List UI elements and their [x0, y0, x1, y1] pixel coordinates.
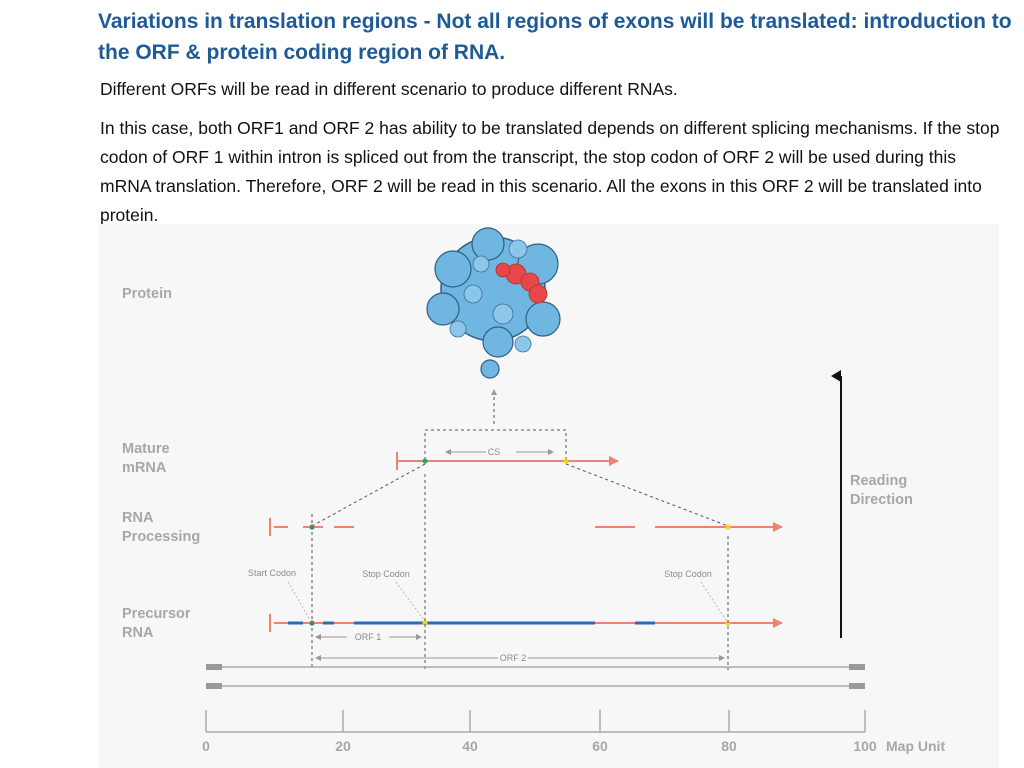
- genome-bars: [206, 664, 865, 689]
- axis-tick-100: 100: [853, 738, 877, 754]
- orf-diagram: Protein Mature mRNA RNA Processing Precu…: [98, 224, 999, 768]
- projection-right: [565, 463, 729, 527]
- protein-structure: [426, 227, 561, 379]
- page-title: Variations in translation regions - Not …: [98, 10, 1012, 64]
- precursor-stop-codon-1: [422, 620, 428, 626]
- projection-left: [311, 463, 426, 527]
- axis-tick-0: 0: [202, 738, 210, 754]
- orf2-label: ORF 2: [500, 653, 527, 663]
- stop-codon-1-label: Stop Codon: [362, 569, 410, 579]
- precursor-label-line2: RNA: [122, 625, 154, 641]
- processing-stop-codon: [725, 524, 731, 530]
- stop-codon-2-label: Stop Codon: [664, 569, 712, 579]
- reading-direction-line1: Reading: [850, 473, 907, 489]
- precursor-label-line1: Precursor: [122, 606, 191, 622]
- mature-label-line1: Mature: [122, 441, 170, 457]
- start-codon-label: Start Codon: [248, 568, 296, 578]
- stop-codon-2-pointer: [700, 581, 727, 621]
- axis-tick-20: 20: [335, 738, 351, 754]
- intro-paragraph: Different ORFs will be read in different…: [100, 79, 678, 99]
- axis-tick-40: 40: [462, 738, 478, 754]
- axis-tick-80: 80: [721, 738, 737, 754]
- map-unit-axis: 0 20 40 60 80 100 Map Unit: [202, 710, 945, 754]
- protein-active-site: [495, 262, 548, 304]
- processing-label-line1: RNA: [122, 510, 154, 526]
- mature-start-codon: [422, 458, 428, 464]
- orf1-label: ORF 1: [355, 632, 382, 642]
- cs-label: CS: [488, 447, 501, 457]
- processing-label-line2: Processing: [122, 529, 200, 545]
- orf-diagram-svg: Protein Mature mRNA RNA Processing Precu…: [122, 227, 945, 754]
- explanation-paragraph: In this case, both ORF1 and ORF 2 has ab…: [100, 118, 1000, 225]
- reading-direction-line2: Direction: [850, 492, 913, 508]
- mature-label-line2: mRNA: [122, 460, 167, 476]
- axis-tick-60: 60: [592, 738, 608, 754]
- map-unit-label: Map Unit: [886, 738, 945, 754]
- stop-codon-1-pointer: [395, 581, 425, 621]
- protein-label: Protein: [122, 286, 172, 302]
- cs-bracket: [424, 429, 567, 460]
- mature-stop-codon: [563, 458, 569, 464]
- start-codon-pointer: [287, 581, 311, 621]
